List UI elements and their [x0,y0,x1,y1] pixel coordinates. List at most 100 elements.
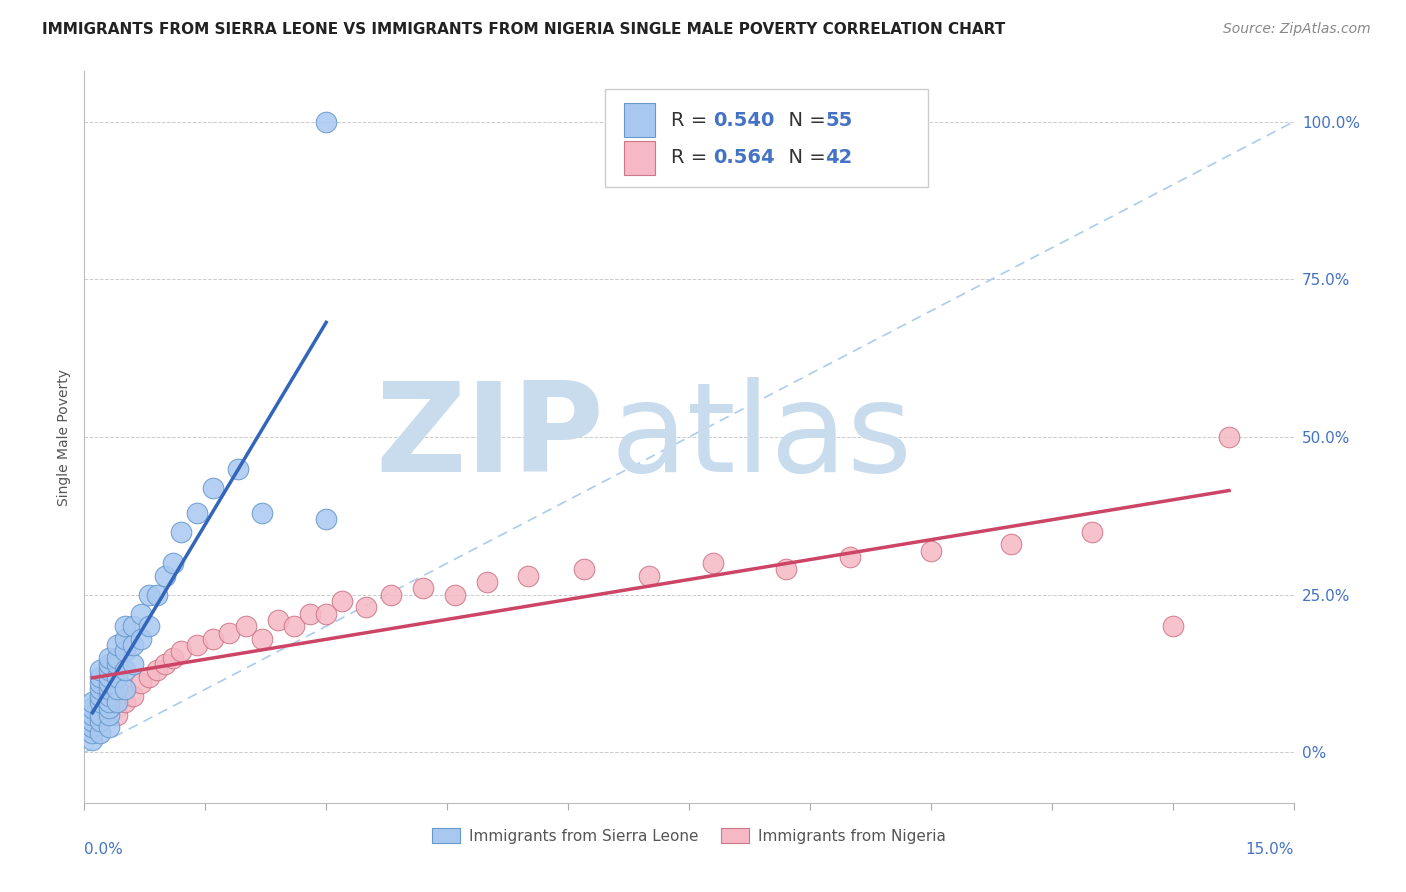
Point [114,632,136,646]
Point [162,556,184,570]
Point [97,676,120,690]
Point [250,506,273,520]
Point [82,701,104,715]
Point [330,594,353,608]
Point [105,650,128,665]
Point [1218,430,1240,444]
Point [250,632,273,646]
Point [97,657,120,671]
Point [283,619,305,633]
Point [89,726,111,740]
Text: 0.540: 0.540 [713,111,775,130]
Point [105,695,128,709]
Point [121,638,143,652]
Point [97,695,120,709]
Point [89,689,111,703]
Point [114,682,136,697]
Text: Source: ZipAtlas.com: Source: ZipAtlas.com [1223,22,1371,37]
Point [186,638,208,652]
Point [315,607,337,621]
Point [702,556,724,570]
Point [920,543,942,558]
Point [105,670,128,684]
Point [153,569,176,583]
Point [146,664,169,678]
Point [97,701,120,715]
Point [114,644,136,658]
Point [82,714,104,728]
Point [477,575,499,590]
Point [775,562,797,576]
Text: 0.0%: 0.0% [84,842,124,856]
Point [82,732,104,747]
Point [114,682,136,697]
Text: atlas: atlas [610,376,912,498]
Point [89,707,111,722]
Point [235,619,257,633]
Point [170,524,193,539]
Point [82,720,104,734]
Point [97,664,120,678]
Text: 42: 42 [825,148,852,168]
Point [105,682,128,697]
Point [444,588,467,602]
Point [162,650,184,665]
Point [129,676,152,690]
Point [105,707,128,722]
Point [82,707,104,722]
Point [114,664,136,678]
Point [114,695,136,709]
Point [121,689,143,703]
Point [97,670,120,684]
Point [153,657,176,671]
Text: R =: R = [671,148,713,168]
Point [82,726,104,740]
Text: IMMIGRANTS FROM SIERRA LEONE VS IMMIGRANTS FROM NIGERIA SINGLE MALE POVERTY CORR: IMMIGRANTS FROM SIERRA LEONE VS IMMIGRAN… [42,22,1005,37]
Point [218,625,240,640]
Point [202,632,225,646]
Point [299,607,322,621]
Point [105,657,128,671]
Point [170,644,193,658]
Point [105,689,128,703]
Point [839,549,862,564]
Point [129,607,152,621]
Point [380,588,402,602]
Point [114,619,136,633]
Point [1000,537,1022,551]
Point [121,657,143,671]
Point [202,481,225,495]
Point [315,512,337,526]
Point [89,695,111,709]
Point [97,682,120,697]
Text: ZIP: ZIP [375,376,605,498]
Point [138,588,160,602]
Point [1161,619,1184,633]
Point [89,707,111,722]
Point [146,588,169,602]
Text: 55: 55 [825,111,852,130]
Point [89,714,111,728]
Point [186,506,208,520]
Point [97,650,120,665]
Point [572,562,595,576]
Point [226,461,249,475]
Point [267,613,290,627]
Point [89,714,111,728]
Point [82,720,104,734]
Point [315,115,337,129]
Point [121,619,143,633]
Point [89,682,111,697]
Point [82,695,104,709]
Y-axis label: Single Male Poverty: Single Male Poverty [58,368,72,506]
Point [412,582,434,596]
Point [89,670,111,684]
Point [89,664,111,678]
Point [97,695,120,709]
Point [97,701,120,715]
Text: N =: N = [776,148,832,168]
Point [97,689,120,703]
Point [516,569,538,583]
Point [637,569,659,583]
Text: 0.564: 0.564 [713,148,775,168]
